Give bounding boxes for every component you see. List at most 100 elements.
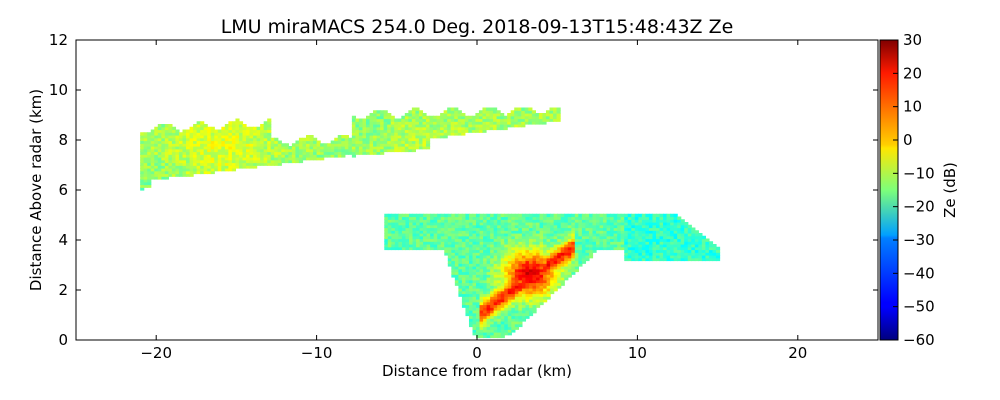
echo-cell — [397, 124, 402, 128]
echo-cell — [228, 132, 233, 136]
echo-cell — [490, 329, 495, 333]
echo-cell — [528, 227, 534, 231]
echo-cell — [415, 113, 420, 117]
echo-cell — [539, 222, 544, 226]
echo-cell — [507, 268, 512, 273]
echo-cell — [546, 222, 551, 226]
echo-cell — [511, 219, 516, 223]
echo-cell — [231, 124, 237, 128]
echo-cell — [557, 268, 562, 273]
echo-cell — [656, 249, 661, 253]
echo-cell — [564, 274, 569, 278]
echo-cell — [238, 146, 244, 150]
echo-cell — [557, 222, 562, 226]
echo-cell — [557, 238, 562, 242]
echo-cell — [592, 213, 597, 218]
echo-cell — [536, 227, 541, 231]
echo-cell — [504, 282, 509, 286]
echo-cell — [581, 235, 587, 240]
echo-cell — [242, 140, 247, 144]
echo-cell — [588, 219, 594, 223]
echo-cell — [387, 132, 392, 136]
echo-cell — [486, 334, 491, 339]
echo-cell — [302, 146, 307, 150]
echo-cell — [454, 244, 459, 248]
echo-cell — [182, 151, 187, 155]
echo-cell — [182, 159, 187, 164]
echo-cell — [295, 146, 300, 150]
echo-cell — [468, 321, 474, 325]
echo-cell — [528, 118, 533, 122]
echo-cell — [673, 219, 678, 223]
echo-cell — [603, 224, 608, 229]
echo-cell — [543, 257, 548, 262]
echo-cell — [401, 143, 406, 147]
echo-cell — [461, 124, 466, 128]
echo-cell — [380, 151, 385, 155]
echo-cell — [200, 151, 205, 155]
echo-cell — [231, 151, 237, 155]
echo-cell — [306, 137, 311, 142]
echo-cell — [486, 288, 491, 292]
echo-cell — [500, 257, 505, 262]
echo-cell — [147, 170, 152, 175]
echo-cell — [450, 110, 455, 114]
echo-cell — [483, 213, 488, 218]
echo-cell — [228, 157, 233, 161]
echo-cell — [401, 118, 406, 122]
echo-cell — [500, 288, 505, 292]
echo-cell — [384, 238, 389, 242]
echo-cell — [376, 151, 381, 155]
echo-cell — [461, 255, 467, 259]
echo-cell — [193, 146, 198, 150]
echo-cell — [306, 140, 311, 144]
echo-cell — [532, 310, 537, 314]
echo-cell — [451, 252, 456, 256]
echo-cell — [405, 244, 410, 248]
echo-cell — [270, 137, 275, 142]
echo-cell — [500, 301, 505, 306]
echo-cell — [624, 244, 629, 248]
echo-cell — [437, 244, 442, 248]
echo-cell — [408, 224, 414, 229]
echo-cell — [511, 318, 516, 322]
echo-cell — [157, 165, 162, 169]
echo-cell — [500, 233, 505, 237]
echo-cell — [203, 135, 208, 139]
echo-cell — [528, 282, 534, 286]
echo-cell — [518, 213, 523, 218]
echo-cell — [715, 257, 721, 262]
echo-cell — [196, 162, 201, 166]
echo-cell — [479, 301, 484, 306]
echo-cell — [313, 154, 318, 158]
echo-cell — [302, 148, 307, 153]
echo-cell — [539, 244, 544, 248]
echo-cell — [532, 266, 537, 270]
echo-cell — [489, 107, 494, 111]
echo-cell — [475, 113, 480, 117]
echo-cell — [440, 216, 445, 220]
echo-cell — [422, 143, 427, 147]
echo-cell — [168, 143, 173, 147]
echo-cell — [603, 241, 608, 245]
echo-cell — [383, 140, 388, 144]
echo-cell — [691, 233, 696, 237]
echo-cell — [270, 146, 275, 150]
echo-cell — [154, 170, 159, 175]
echo-cell — [394, 118, 399, 122]
echo-cell — [256, 126, 261, 131]
echo-cell — [645, 227, 650, 231]
echo-cell — [648, 252, 654, 256]
echo-cell — [482, 126, 487, 131]
echo-cell — [465, 312, 470, 317]
echo-cell — [504, 321, 509, 325]
echo-cell — [288, 146, 293, 150]
echo-cell — [418, 118, 424, 122]
echo-cell — [652, 222, 657, 226]
echo-cell — [497, 326, 502, 330]
echo-cell — [168, 151, 173, 155]
echo-cell — [419, 216, 424, 220]
echo-cell — [475, 124, 480, 128]
echo-cell — [507, 271, 512, 275]
echo-cell — [461, 241, 467, 245]
